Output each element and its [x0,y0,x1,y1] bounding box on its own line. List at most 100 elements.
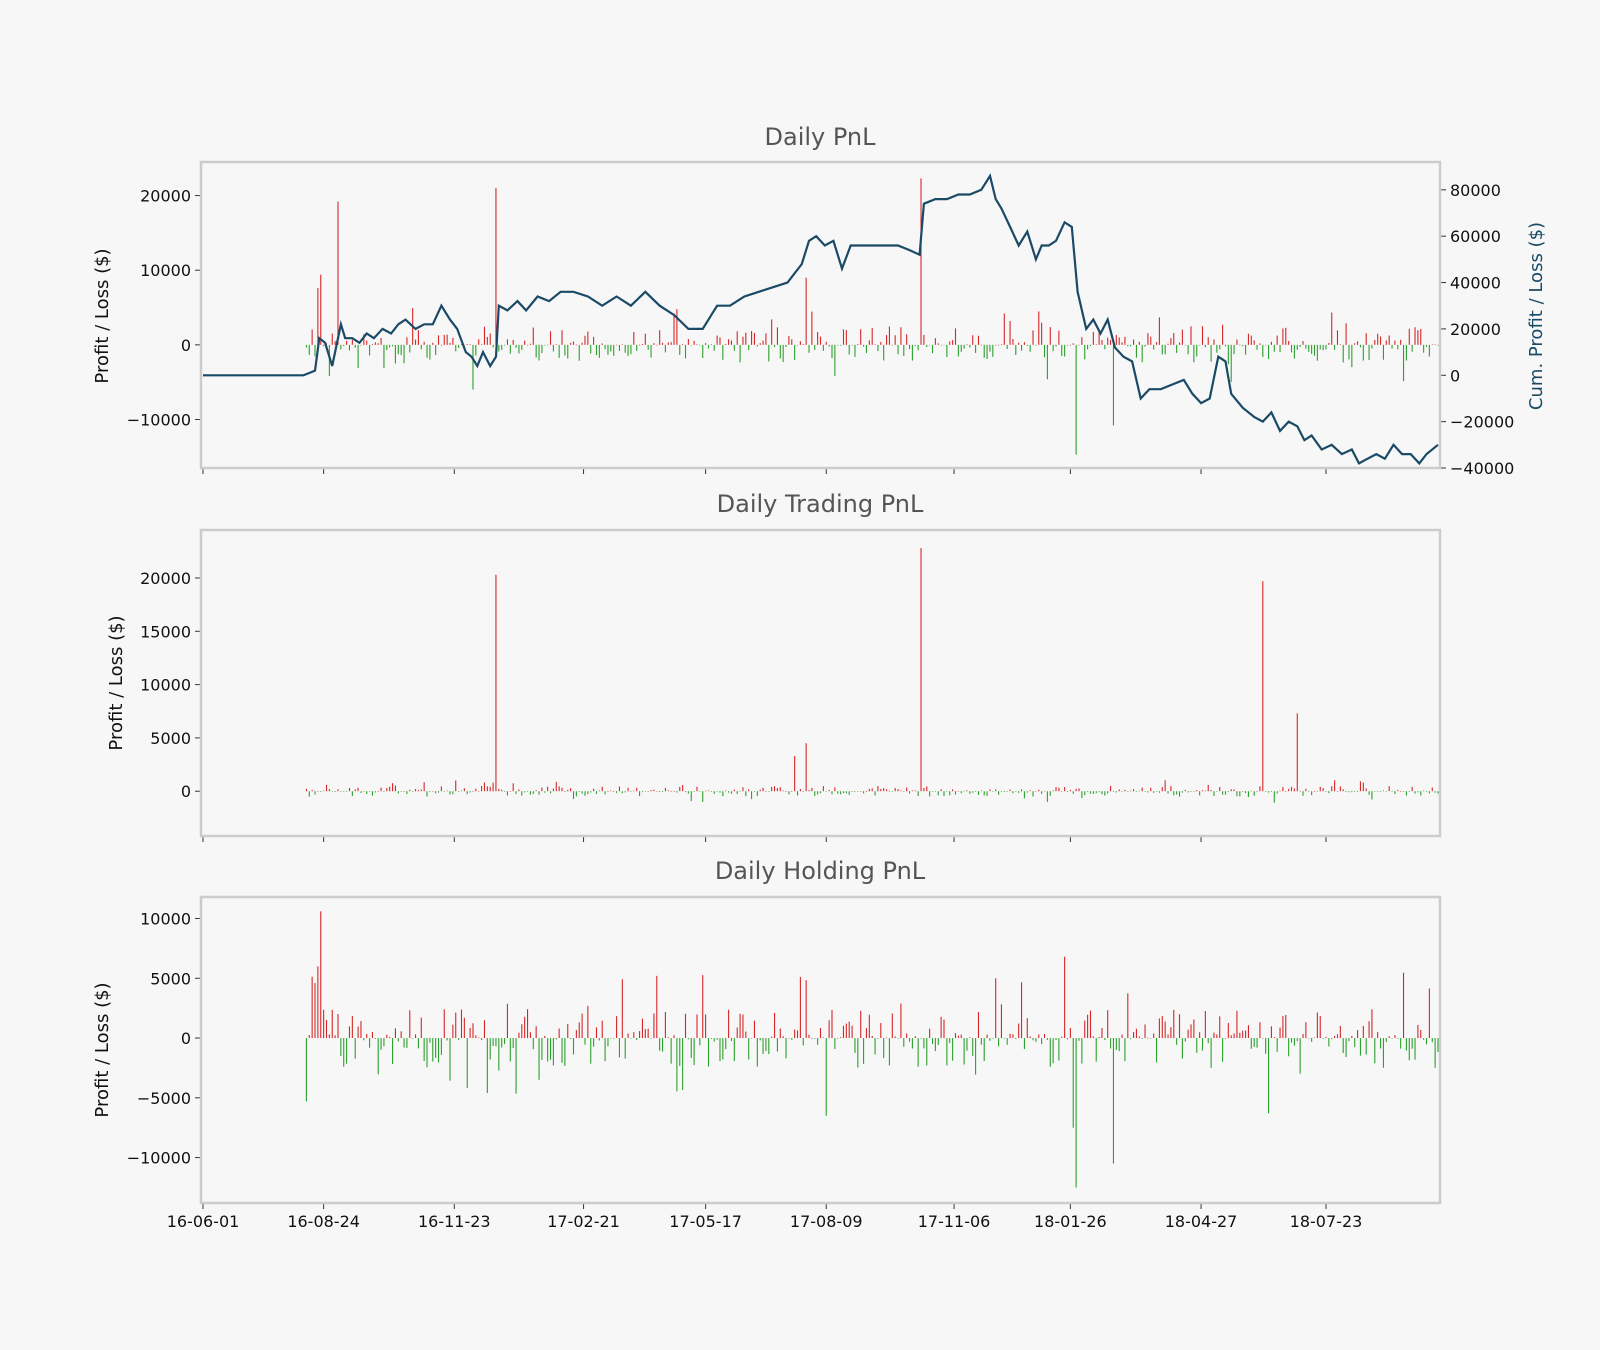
pnl-bar [1296,344,1298,350]
pnl-bar [641,1018,643,1039]
pnl-bar [483,782,486,792]
pnl-bar [397,791,399,794]
pnl-bar [1153,344,1155,350]
pnl-bar [1420,1029,1422,1039]
pnl-bar [1302,791,1304,796]
pnl-bar [920,178,922,345]
pnl-bar [1374,1038,1376,1064]
pnl-bar [1164,344,1166,355]
pnl-bar [403,344,405,364]
pnl-bar [1000,344,1002,345]
pnl-bar [860,329,862,345]
pnl-bar [458,791,460,792]
pnl-bar [863,344,865,347]
pnl-bar [633,790,635,792]
pnl-bar [1334,780,1336,792]
pnl-bar [788,335,790,345]
pnl-bar [888,1038,890,1066]
pnl-bar [794,756,796,792]
pnl-bar [874,791,876,796]
pnl-bar [1124,789,1126,792]
pnl-bar [719,791,721,793]
pnl-bar [719,1038,721,1062]
pnl-bar [946,1038,948,1066]
pnl-bar [791,791,793,792]
pnl-bar [552,788,554,792]
pnl-bar [1121,791,1123,792]
pnl-bar [1006,1038,1008,1045]
pnl-bar [923,334,925,345]
pnl-bar [1204,344,1206,348]
pnl-bar [771,1036,773,1039]
pnl-bar [980,1038,982,1045]
pnl-bar [506,1003,508,1039]
pnl-bar [1110,339,1112,345]
pnl-bar [914,1036,916,1039]
pnl-bar [1345,323,1347,345]
pnl-bar [305,788,307,792]
pnl-bar [437,1038,440,1063]
pnl-bar [960,1034,962,1039]
pnl-bar [908,791,911,794]
pnl-bar [495,188,497,345]
pnl-bar [794,1029,796,1039]
pnl-bar [305,1038,307,1102]
pnl-bar [452,1024,454,1039]
pnl-bar [894,788,896,792]
pnl-bar [1382,790,1384,792]
pnl-bar [1290,1038,1293,1043]
pnl-bar [923,787,925,792]
pnl-bar [1015,791,1017,792]
pnl-bar [831,344,833,358]
pnl-bar [756,344,758,347]
pnl-bar [630,344,632,355]
pnl-bar [906,787,908,792]
pnl-bar [458,1038,460,1040]
pnl-bar [1233,1033,1235,1039]
pnl-bar [1431,344,1433,346]
pnl-bar [705,790,707,792]
pnl-bar [1049,791,1051,796]
pnl-bar [417,330,419,345]
pnl-bar [1052,790,1054,792]
pnl-bar [1405,344,1407,361]
pnl-bar [1328,791,1330,794]
pnl-bar [1354,343,1356,345]
pnl-bar [1276,1038,1278,1052]
pnl-bar [664,1012,666,1039]
pnl-bar [728,339,730,345]
pnl-bar [1259,786,1261,792]
pnl-bar [1368,1021,1370,1039]
pnl-bar [369,791,371,792]
pnl-bar [1305,1022,1307,1039]
pnl-bar [1408,328,1410,345]
pnl-bar [409,1010,411,1039]
pnl-bar [934,1038,936,1052]
pnl-bar [771,319,773,345]
pnl-bar [1041,322,1043,345]
pnl-bar [397,1038,399,1042]
pnl-bar [799,789,801,792]
pnl-bar [911,1038,913,1049]
pnl-bar [1138,790,1140,792]
pnl-bar [455,344,457,352]
pnl-bar [1043,790,1046,792]
pnl-bar [529,343,531,345]
pnl-bar [1371,791,1373,800]
pnl-bar [323,790,325,792]
pnl-bar [845,330,847,345]
pnl-bar [558,786,560,792]
pnl-bar [340,344,342,350]
pnl-bar [730,791,733,794]
pnl-bar [1055,1038,1057,1041]
pnl-bar [601,1020,603,1039]
ytick-label: 5000 [150,729,191,748]
pnl-bar [1155,342,1158,345]
pnl-bar [1072,343,1074,345]
pnl-bar [403,791,405,792]
pnl-bar [432,1038,434,1062]
pnl-bar [1115,335,1117,345]
pnl-bar [394,344,396,364]
pnl-bar [469,344,471,345]
pnl-bar [644,1029,646,1039]
